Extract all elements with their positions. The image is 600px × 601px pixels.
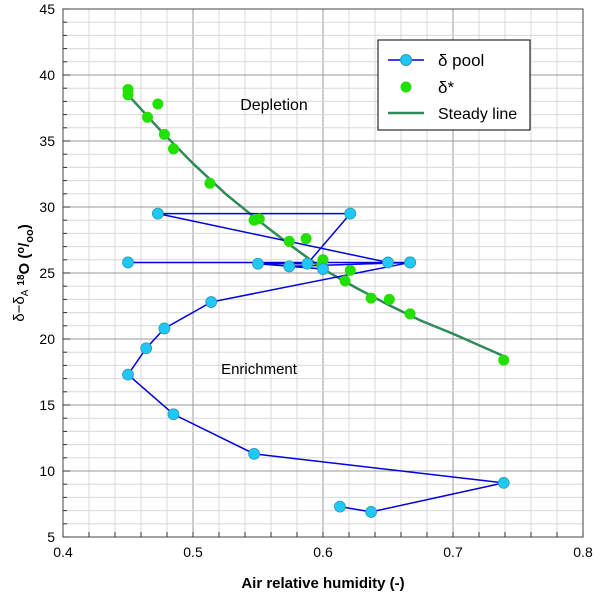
y-tick-label: 45: [39, 1, 55, 17]
legend-steady-label: Steady line: [438, 106, 517, 123]
pool-point: [167, 408, 180, 421]
pool-point: [122, 368, 134, 381]
pool-point: [252, 257, 264, 270]
pool-point: [140, 342, 153, 355]
x-axis-label: Air relative humidity (-): [241, 575, 404, 592]
steady-line: [127, 93, 505, 358]
pool-point: [205, 296, 218, 308]
delta-star-point: [158, 128, 170, 140]
x-tick-label: 0.6: [313, 544, 333, 560]
y-axis-label: δ−δA18O (o/oo): [11, 224, 36, 321]
y-tick-label: 5: [47, 529, 55, 545]
delta-star-point: [344, 264, 356, 276]
pool-point: [497, 476, 510, 489]
annotation-depletion: Depletion: [240, 97, 308, 114]
pool-point: [365, 506, 378, 518]
y-tick-label: 40: [39, 67, 55, 83]
delta-star-point: [142, 111, 153, 123]
x-tick-label: 0.7: [443, 544, 463, 560]
pool-point: [158, 322, 171, 335]
y-tick-label: 10: [39, 463, 55, 479]
annotation-enrichment: Enrichment: [221, 361, 298, 378]
x-tick-label: 0.8: [573, 544, 593, 560]
pool-point: [317, 263, 329, 275]
legend: δ pool δ* Steady line: [377, 39, 531, 131]
delta-star-point: [404, 308, 416, 320]
delta-star-point: [339, 275, 351, 287]
delta-star-point: [300, 233, 312, 245]
delta-star-point: [253, 213, 265, 225]
x-tick-label: 0.4: [53, 544, 73, 560]
delta-star-point: [365, 292, 377, 304]
pool-point: [404, 256, 417, 269]
pool-point: [301, 257, 314, 270]
legend-deltastar-label: δ*: [438, 78, 454, 97]
pool-point: [382, 256, 394, 269]
legend-deltastar-marker: [400, 81, 412, 93]
y-tick-label: 15: [39, 397, 55, 413]
pool-point: [333, 500, 346, 513]
legend-pool-label: δ pool: [438, 51, 484, 70]
pool-point: [151, 207, 164, 220]
pool-point: [283, 260, 296, 273]
legend-pool-marker: [400, 54, 412, 66]
delta-star-point: [283, 235, 295, 247]
delta-star-point: [152, 98, 164, 110]
pool-point: [122, 256, 134, 269]
delta-star-point: [498, 354, 510, 366]
y-tick-label: 35: [39, 133, 55, 149]
x-tick-label: 0.5: [183, 544, 203, 560]
y-tick-label: 25: [39, 265, 55, 281]
delta-star-point: [383, 293, 395, 305]
y-tick-label: 30: [39, 199, 55, 215]
delta-star-point: [168, 143, 179, 155]
pool-point: [344, 207, 357, 220]
delta-star-point: [204, 177, 216, 189]
y-tick-label: 20: [39, 331, 55, 347]
delta-star-point: [122, 89, 134, 101]
pool-point: [248, 447, 261, 460]
